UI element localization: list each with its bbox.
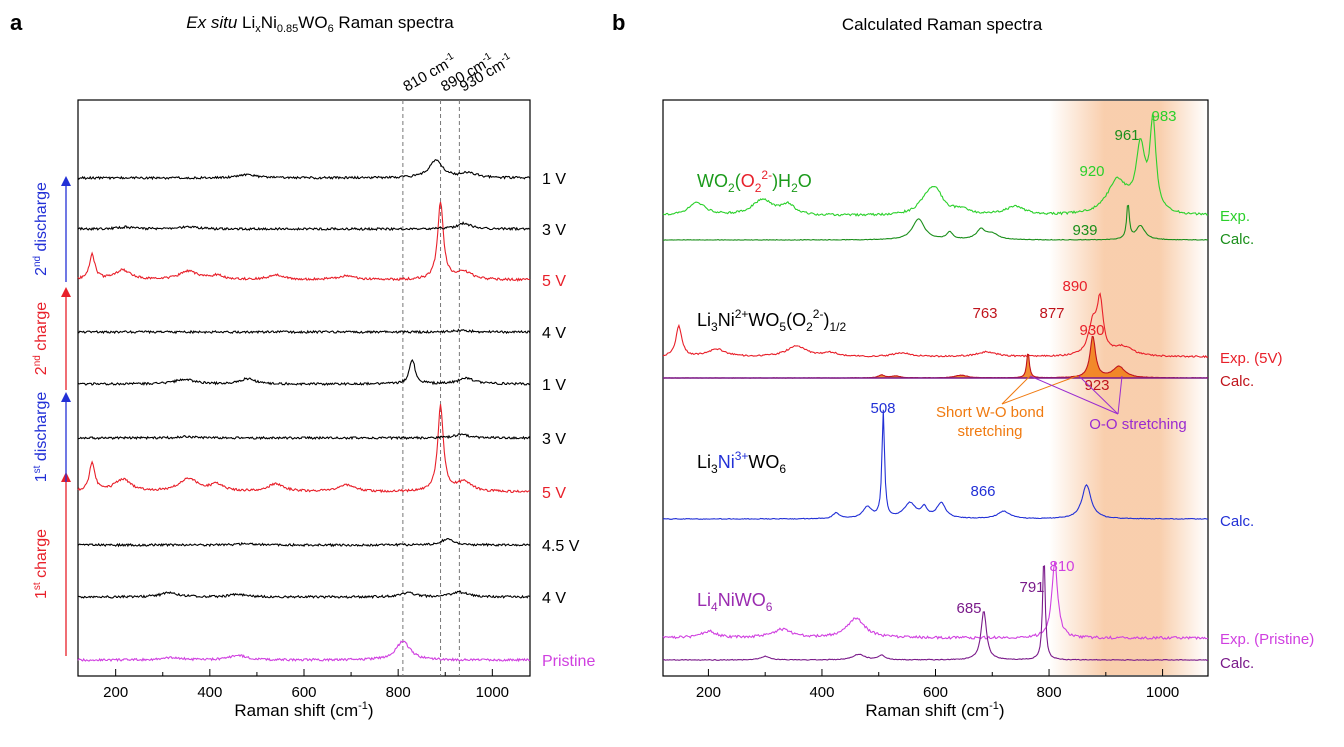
- tick-label-b-1000: 1000: [1146, 684, 1179, 701]
- series-a-label-3: 5 V: [542, 485, 566, 502]
- compound-label-li3ni3: Li3Ni3+WO6: [697, 449, 786, 476]
- stage-arrowhead-3: [61, 176, 71, 186]
- series-a-label-4: 3 V: [542, 431, 566, 448]
- tick-label-a-400: 400: [197, 684, 222, 701]
- series-b-label-4: Calc.: [1220, 513, 1254, 530]
- series-a-4: [77, 433, 531, 441]
- plot-b-series-labels: Exp. Calc. Exp. (5V) Calc. Calc. Exp. (Pristi…: [1220, 208, 1314, 672]
- panel-b-letter: b: [612, 10, 625, 35]
- annotation-short-wo: Short W-O bond: [936, 404, 1044, 421]
- peak-label-930: 930: [1079, 322, 1104, 339]
- series-b-0: [662, 114, 1209, 217]
- panel-b-title: Calculated Raman spectra: [842, 15, 1043, 34]
- peak-label-508: 508: [870, 400, 895, 417]
- series-a-label-5: 1 V: [542, 377, 566, 394]
- peak-label-983: 983: [1151, 108, 1176, 125]
- tick-label-b-200: 200: [696, 684, 721, 701]
- tick-label-a-200: 200: [103, 684, 128, 701]
- peak-label-939: 939: [1072, 222, 1097, 239]
- plot-a-stage-arrows: 1st charge 1st discharge 2nd charge 2nd dis…: [32, 176, 71, 656]
- series-a-5: [77, 358, 531, 386]
- series-b-5: [662, 562, 1209, 641]
- peak-label-923: 923: [1084, 377, 1109, 394]
- peak-label-763: 763: [972, 305, 997, 322]
- series-b-label-5: Exp. (Pristine): [1220, 631, 1314, 648]
- series-a-label-8: 3 V: [542, 222, 566, 239]
- peak-label-920: 920: [1079, 163, 1104, 180]
- series-a-3: [77, 404, 531, 494]
- tick-label-b-400: 400: [809, 684, 834, 701]
- series-a-label-6: 4 V: [542, 325, 566, 342]
- series-b-label-6: Calc.: [1220, 655, 1254, 672]
- series-b-label-0: Exp.: [1220, 208, 1250, 225]
- series-b-4: [662, 409, 1209, 520]
- stage-arrowhead-2: [61, 287, 71, 297]
- series-a-2: [77, 538, 531, 548]
- series-a-1: [77, 590, 531, 599]
- peak-label-791: 791: [1019, 579, 1044, 596]
- plot-a-frame: [77, 99, 531, 677]
- stage-label-3: 2nd discharge: [32, 182, 50, 276]
- peak-label-890: 890: [1062, 278, 1087, 295]
- series-a-label-1: 4 V: [542, 590, 566, 607]
- tick-label-a-800: 800: [386, 684, 411, 701]
- series-a-9: [77, 158, 531, 181]
- plot-b-peak-labels: 983 961 920 939 890 877 763 930 923 508 866 810 791 6…: [870, 108, 1176, 617]
- series-a-0: [77, 640, 531, 663]
- plot-a-series-labels: Pristine 4 V 4.5 V 5 V 3 V 1 V 4 V 5 V 3 V 1 V: [542, 171, 595, 670]
- series-b-label-2: Exp. (5V): [1220, 350, 1283, 367]
- compound-label-wo2: WO2(O22-)H2O: [697, 168, 812, 195]
- plot-b-xlabel: Raman shift (cm-1): [865, 700, 1004, 720]
- tick-label-b-600: 600: [923, 684, 948, 701]
- series-b-1: [663, 204, 1209, 241]
- plot-b-series: [662, 114, 1209, 661]
- series-a-8: [77, 221, 531, 232]
- series-a-7: [77, 201, 531, 283]
- compound-label-li4: Li4NiWO6: [697, 590, 773, 614]
- series-b-label-3: Calc.: [1220, 373, 1254, 390]
- series-a-label-9: 1 V: [542, 171, 566, 188]
- series-b-6: [662, 565, 1208, 661]
- plot-b-highlight-band: [1049, 101, 1207, 675]
- series-a-label-0: Pristine: [542, 653, 595, 670]
- stage-label-2: 2nd charge: [32, 302, 50, 376]
- series-a-label-7: 5 V: [542, 273, 566, 290]
- series-a-label-2: 4.5 V: [542, 538, 580, 555]
- series-a-6: [77, 328, 531, 335]
- stage-label-0: 1st charge: [32, 529, 50, 599]
- tick-label-b-800: 800: [1037, 684, 1062, 701]
- annotation-lines: [1001, 375, 1123, 415]
- plot-a-series: [77, 158, 531, 663]
- annotation-short-wo-2: stretching: [957, 423, 1022, 440]
- annotation-oo: O-O stretching: [1089, 416, 1187, 433]
- series-b-label-1: Calc.: [1220, 231, 1254, 248]
- panel-a-letter: a: [10, 10, 23, 35]
- plot-b-ticks: 200 400 600 800 1000: [696, 669, 1179, 701]
- compound-label-li3ni2: Li3Ni2+WO5(O22-)1/2: [697, 307, 846, 334]
- peak-label-877: 877: [1039, 305, 1064, 322]
- peak-label-685: 685: [956, 600, 981, 617]
- plot-a-ticks: 200 400 600 800 1000: [103, 669, 509, 701]
- series-b-2: [662, 292, 1209, 359]
- plot-a-xlabel: Raman shift (cm-1): [234, 700, 373, 720]
- peak-label-961: 961: [1114, 127, 1139, 144]
- peak-label-866: 866: [970, 483, 995, 500]
- stage-label-1: 1st discharge: [32, 392, 50, 483]
- tick-label-a-600: 600: [291, 684, 316, 701]
- panel-a-title: Ex situ LixNi0.85WO6 Raman spectra: [186, 13, 454, 35]
- peak-label-810: 810: [1049, 558, 1074, 575]
- stage-arrowhead-1: [61, 392, 71, 402]
- tick-label-a-1000: 1000: [476, 684, 509, 701]
